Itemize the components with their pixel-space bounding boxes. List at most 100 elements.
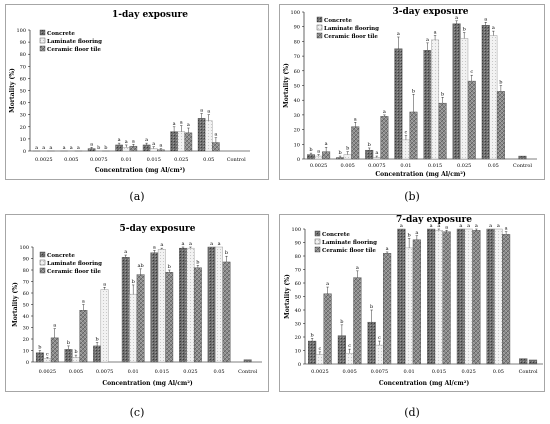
significance-letter: b: [370, 304, 373, 310]
significance-letter: ab: [138, 263, 144, 269]
x-tick-label: 0.0025: [310, 163, 328, 169]
x-tick-label: 0.0025: [39, 369, 57, 375]
x-tick-label: 0.0075: [90, 157, 108, 163]
significance-letter: a: [317, 149, 320, 155]
significance-letter: c: [318, 346, 321, 352]
legend-label: Ceramic floor tile: [47, 47, 101, 53]
x-tick-label: 0.01: [400, 163, 411, 169]
significance-letter: b: [441, 91, 444, 97]
legend-swatch: [316, 24, 323, 31]
significance-letter: b: [74, 349, 77, 355]
y-tick-label: 40: [294, 98, 300, 104]
y-tick-label: 100: [291, 227, 301, 233]
bar-laminate-flooring: [149, 148, 158, 152]
panel-label-a: (a): [129, 190, 145, 203]
significance-letter: a: [42, 145, 45, 151]
significance-letter: a: [383, 109, 386, 115]
significance-letter: b: [463, 27, 466, 33]
significance-letter: a: [103, 281, 106, 287]
significance-letter: a: [445, 224, 448, 230]
bar-laminate-flooring: [401, 139, 410, 160]
significance-letter: a: [152, 141, 155, 147]
significance-letter: a: [489, 223, 492, 229]
bar-laminate-flooring: [460, 38, 469, 160]
bar-concrete: [308, 340, 317, 365]
bar-ceramic-floor-tile: [409, 111, 418, 160]
significance-letter: a: [189, 241, 192, 247]
x-tick-label: 0.025: [183, 369, 197, 375]
y-axis-label: Mortality (%): [9, 68, 16, 113]
significance-letter: a: [437, 223, 440, 229]
bar-laminate-flooring: [72, 357, 80, 363]
significance-letter: b: [340, 319, 343, 325]
bar-ceramic-floor-tile: [157, 149, 165, 152]
significance-letter: a: [118, 137, 121, 143]
y-tick-label: 100: [16, 28, 26, 34]
bar-ceramic-floor-tile: [496, 91, 505, 160]
significance-letter: a: [492, 25, 495, 31]
legend-swatch: [39, 259, 46, 266]
bar-concrete: [394, 48, 403, 160]
x-tick-label: 0.005: [64, 157, 78, 163]
significance-letter: a: [132, 138, 135, 144]
y-tick-label: 80: [23, 268, 29, 274]
significance-letter: b: [132, 279, 135, 285]
bar-laminate-flooring: [186, 247, 195, 363]
significance-letter: a: [325, 141, 328, 147]
x-tick-label: 0.01: [128, 369, 139, 375]
x-tick-label: Control: [238, 369, 257, 375]
x-tick-label: 0.005: [341, 163, 355, 169]
bar-ceramic-floor-tile: [383, 253, 392, 365]
x-axis-label: Concentration (mg Al/cm²): [102, 380, 193, 387]
significance-letter: a: [77, 145, 80, 151]
bar-ceramic-floor-tile: [412, 239, 421, 365]
significance-letter: b: [168, 264, 171, 270]
y-tick-label: 80: [295, 254, 301, 260]
y-axis-label: Mortality (%): [283, 63, 290, 108]
significance-letter: c: [405, 129, 408, 135]
legend-swatch: [39, 29, 46, 36]
bar-ceramic-floor-tile: [467, 80, 476, 160]
significance-letter: a: [210, 241, 213, 247]
significance-letter: b: [346, 146, 349, 152]
significance-letter: a: [356, 265, 359, 271]
bar-laminate-flooring: [405, 247, 414, 365]
significance-letter: a: [218, 241, 221, 247]
significance-letter: a: [475, 223, 478, 229]
legend-label: Concrete: [47, 31, 75, 37]
x-tick-label: 0.0075: [96, 369, 114, 375]
bar-laminate-flooring: [372, 157, 381, 160]
significance-letter: a: [53, 323, 56, 329]
y-tick-label: 60: [20, 76, 26, 82]
y-tick-label: 20: [294, 128, 300, 134]
x-tick-label: 0.0075: [371, 369, 389, 375]
y-tick-label: 40: [295, 308, 301, 314]
significance-letter: a: [173, 121, 176, 127]
significance-letter: a: [400, 223, 403, 229]
legend-label: Laminate flooring: [47, 39, 102, 45]
panel-1-day: 1-day exposure 0 10 20 30 40 50 60 70 80 90 100 Mort…: [0, 0, 275, 212]
significance-letter: a: [124, 249, 127, 255]
chart-title: 3-day exposure: [393, 7, 469, 17]
bar-laminate-flooring: [215, 246, 223, 363]
significance-letter: b: [339, 150, 342, 156]
y-tick-label: 70: [295, 268, 301, 274]
y-tick-label: 0: [297, 157, 300, 163]
y-tick-label: 0: [23, 149, 26, 155]
legend-label: Ceramic floor tile: [322, 248, 376, 254]
significance-letter: b: [225, 250, 228, 256]
chart-title: 5-day exposure: [120, 224, 196, 234]
significance-letter: a: [159, 143, 162, 149]
y-tick-label: 80: [294, 39, 300, 45]
y-tick-label: 70: [20, 64, 26, 70]
y-tick-label: 40: [20, 101, 26, 107]
legend-label: Laminate flooring: [324, 26, 379, 32]
bar-laminate-flooring: [177, 131, 186, 152]
y-tick-label: 90: [294, 25, 300, 31]
bar-concrete: [87, 148, 96, 152]
y-tick-label: 10: [20, 137, 26, 143]
significance-letter: a: [426, 37, 429, 43]
bar-ceramic-floor-tile: [353, 277, 362, 365]
y-tick-label: 0: [26, 360, 29, 366]
